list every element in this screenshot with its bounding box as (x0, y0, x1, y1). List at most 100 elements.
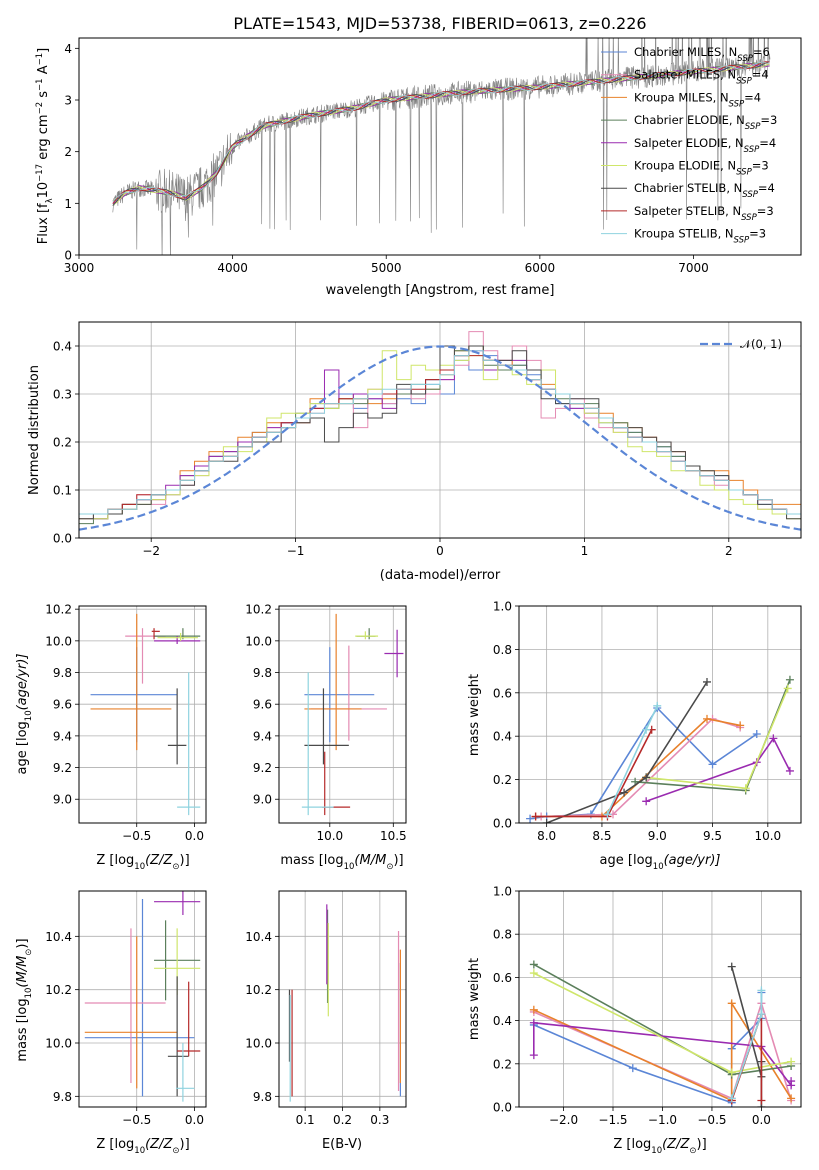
axes-residuals: −2 −1 0 1 2 0.0 0.1 0.2 0.3 0.4 𝒩(0, 1) (data-model… (27, 321, 802, 583)
y-tick-label: 0.0 (493, 817, 512, 831)
grid-lines (279, 891, 406, 1107)
errorbar-point (355, 631, 379, 640)
axes-spectrum: 3000 4000 5000 6000 7000 0 1 2 3 4 wavelength [Ang… (35, 37, 802, 298)
weight_vs_Z-xlabel: Z [log10(Z/Z⊙)] (613, 1137, 706, 1156)
y-tick-label: 3 (64, 94, 72, 108)
x-tick-label: 0.1 (296, 1113, 315, 1127)
weight-series (529, 969, 796, 1077)
weight-marker (769, 734, 778, 743)
x-tick-label: −1 (287, 544, 305, 558)
errorbar-point (84, 899, 195, 1097)
x-tick-label: 0.0 (185, 1113, 204, 1127)
weight-marker (727, 999, 736, 1008)
weight-marker (785, 766, 794, 775)
x-tick-label: 6000 (525, 261, 556, 275)
y-tick-label: 0.4 (53, 340, 72, 354)
y-tick-label: 0.2 (493, 773, 512, 787)
weight-marker (529, 969, 538, 978)
weight-marker (752, 730, 761, 739)
model-spectrum-line (112, 61, 770, 202)
y-tick-label: 1.0 (493, 885, 512, 899)
x-tick-label: 10.5 (380, 829, 407, 843)
weight-marker (620, 788, 629, 797)
y-tick-label: 0.0 (53, 532, 72, 546)
weight-series (542, 677, 711, 823)
x-tick-label: 8.5 (592, 829, 611, 843)
weight-marker (787, 1057, 796, 1066)
y-tick-label: 10.0 (245, 1037, 272, 1051)
weight-vs-Z-ylabel: mass weight (467, 958, 482, 1040)
y-tick-label: 9.6 (53, 698, 72, 712)
axes-frame (278, 605, 407, 824)
y-tick-label: 0.8 (493, 643, 512, 657)
legend-entry: Kroupa STELIB, NSSP=3 (634, 227, 766, 246)
x-tick-label: 0.0 (752, 1113, 771, 1127)
weight-marker (628, 1064, 637, 1073)
errorbar-point (84, 936, 178, 1089)
weight-marker (736, 721, 745, 730)
axes-frame (518, 605, 802, 824)
errorbar-point (154, 891, 201, 915)
x-tick-label: 3000 (64, 261, 95, 275)
y-tick-label: 9.4 (253, 729, 272, 743)
legend-entry: Salpeter ELODIE, NSSP=4 (634, 136, 776, 155)
y-tick-label: 0.6 (493, 686, 512, 700)
x-tick-label: 5000 (371, 261, 402, 275)
weight-marker (703, 714, 711, 723)
y-tick-label: 2 (64, 145, 72, 159)
errorbar-point (304, 613, 362, 751)
y-tick-label: 9.2 (253, 761, 272, 775)
y-tick-label: 4 (64, 42, 72, 56)
axes-frame (278, 890, 407, 1108)
y-tick-label: 10.0 (45, 1037, 72, 1051)
age_vs_Z-xlabel: Z [log10(Z/Z⊙)] (96, 853, 189, 872)
y-tick-label: 10.2 (45, 983, 72, 997)
legend-entry: Chabrier STELIB, NSSP=4 (634, 181, 775, 200)
residuals-ylabel: Normed distribution (27, 365, 42, 495)
x-tick-label: 4000 (217, 261, 248, 275)
errorbar-point (304, 647, 375, 743)
spectrum-xlabel: wavelength [Angstrom, rest frame] (326, 283, 555, 298)
weight-marker (642, 797, 651, 806)
weight-marker (757, 986, 766, 995)
y-tick-label: 0.3 (53, 388, 72, 402)
errorbar-point (175, 1043, 195, 1102)
x-tick-label: −2.0 (549, 1113, 578, 1127)
weight-marker (529, 960, 538, 969)
x-tick-label: −0.5 (697, 1113, 726, 1127)
y-tick-label: 0.2 (53, 436, 72, 450)
errorbar-point (167, 976, 189, 1097)
weight-series (727, 986, 766, 1103)
y-tick-label: 9.0 (253, 793, 272, 807)
x-tick-label: −2 (142, 544, 160, 558)
plot-area (526, 675, 794, 823)
errorbar-point (301, 672, 334, 816)
age_vs_mass-xlabel: mass [log10(M/M⊙)] (280, 853, 403, 872)
y-tick-label: 10.4 (45, 930, 72, 944)
weight-marker (727, 1068, 736, 1077)
y-tick-label: 10.0 (245, 634, 272, 648)
errorbar-point (304, 688, 349, 765)
plot-area (79, 331, 801, 538)
figure-title: PLATE=1543, MJD=53738, FIBERID=0613, z=0… (233, 14, 646, 33)
errorbar-point (177, 981, 201, 1057)
y-tick-label: 9.4 (53, 729, 72, 743)
residuals-xlabel: (data-model)/error (380, 568, 501, 583)
spectrum-ylabel: Flux [fλ10−17 erg cm−2 s−1 A−1] (35, 48, 55, 244)
plot-area (529, 960, 796, 1107)
axes-weight_vs_Z: −2.0 −1.5 −1.0 −0.5 0.0 0.0 0.2 0.4 0.6 0.8 1.0 Z [… (467, 885, 802, 1156)
y-tick-label: 9.8 (253, 1090, 272, 1104)
legend-entry: Chabrier MILES, NSSP=6 (634, 45, 770, 64)
mass-vs-EBV-xlabel: E(B-V) (322, 1137, 362, 1152)
weight-marker (757, 1096, 766, 1105)
weight-marker (529, 1018, 538, 1027)
y-tick-label: 9.6 (253, 698, 272, 712)
x-tick-label: 9.0 (648, 829, 667, 843)
legend-entry: Salpeter STELIB, NSSP=3 (634, 204, 774, 223)
weight-marker (787, 1077, 796, 1086)
y-tick-label: 0.6 (493, 971, 512, 985)
weight-marker (741, 784, 750, 793)
weight-marker (653, 701, 662, 710)
y-tick-label: 10.4 (245, 930, 272, 944)
